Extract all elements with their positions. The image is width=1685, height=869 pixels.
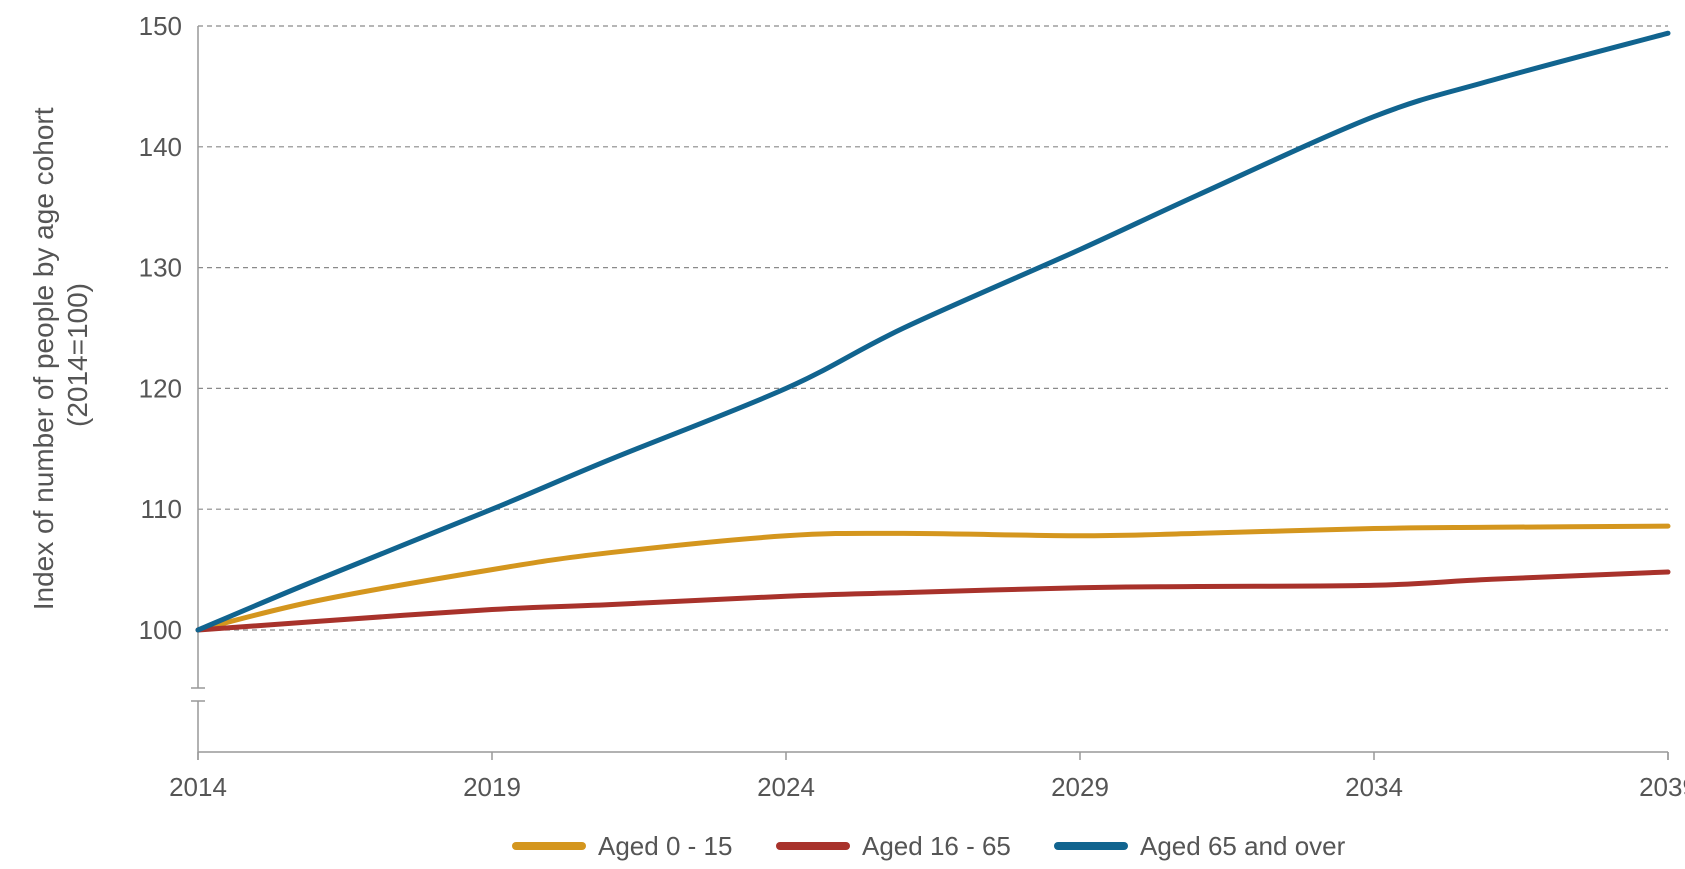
y-tick-label-110: 110 (141, 494, 182, 524)
y-tick-label-140: 140 (139, 132, 182, 162)
y-tick-label-120: 120 (139, 373, 182, 403)
series-line-3 (195, 30, 1671, 633)
y-tick-label-150: 150 (139, 11, 182, 41)
legend: Aged 0 - 15 Aged 16 - 65 Aged 65 and over (512, 831, 1346, 861)
y-tick-label-130: 130 (139, 253, 182, 283)
x-tick-label-2029: 2029 (1051, 772, 1109, 802)
y-axis-title: Index of number of people by age cohort … (28, 100, 93, 611)
x-tick-label-2039: 2039 (1639, 772, 1685, 802)
y-axis-title-line-1: Index of number of people by age cohort (28, 107, 59, 610)
series-lines (195, 30, 1671, 633)
x-axis-ticks: 2014 2019 2024 2029 2034 2039 (169, 752, 1685, 802)
y-axis-title-line-2: (2014=100) (62, 283, 93, 427)
x-tick-label-2034: 2034 (1345, 772, 1403, 802)
y-tick-label-100: 100 (139, 615, 182, 645)
series-line-1 (195, 523, 1671, 633)
legend-label-2: Aged 16 - 65 (862, 831, 1011, 861)
legend-label-3: Aged 65 and over (1140, 831, 1346, 861)
gridlines (198, 25, 1668, 631)
x-tick-label-2014: 2014 (169, 772, 227, 802)
legend-label-1: Aged 0 - 15 (598, 831, 732, 861)
axis-break-mark (191, 687, 205, 702)
series-line-2 (195, 569, 1671, 633)
x-tick-label-2019: 2019 (463, 772, 521, 802)
axes (191, 26, 1668, 760)
x-tick-label-2024: 2024 (757, 772, 815, 802)
y-axis-ticks: 100 110 120 130 140 150 (139, 11, 182, 645)
